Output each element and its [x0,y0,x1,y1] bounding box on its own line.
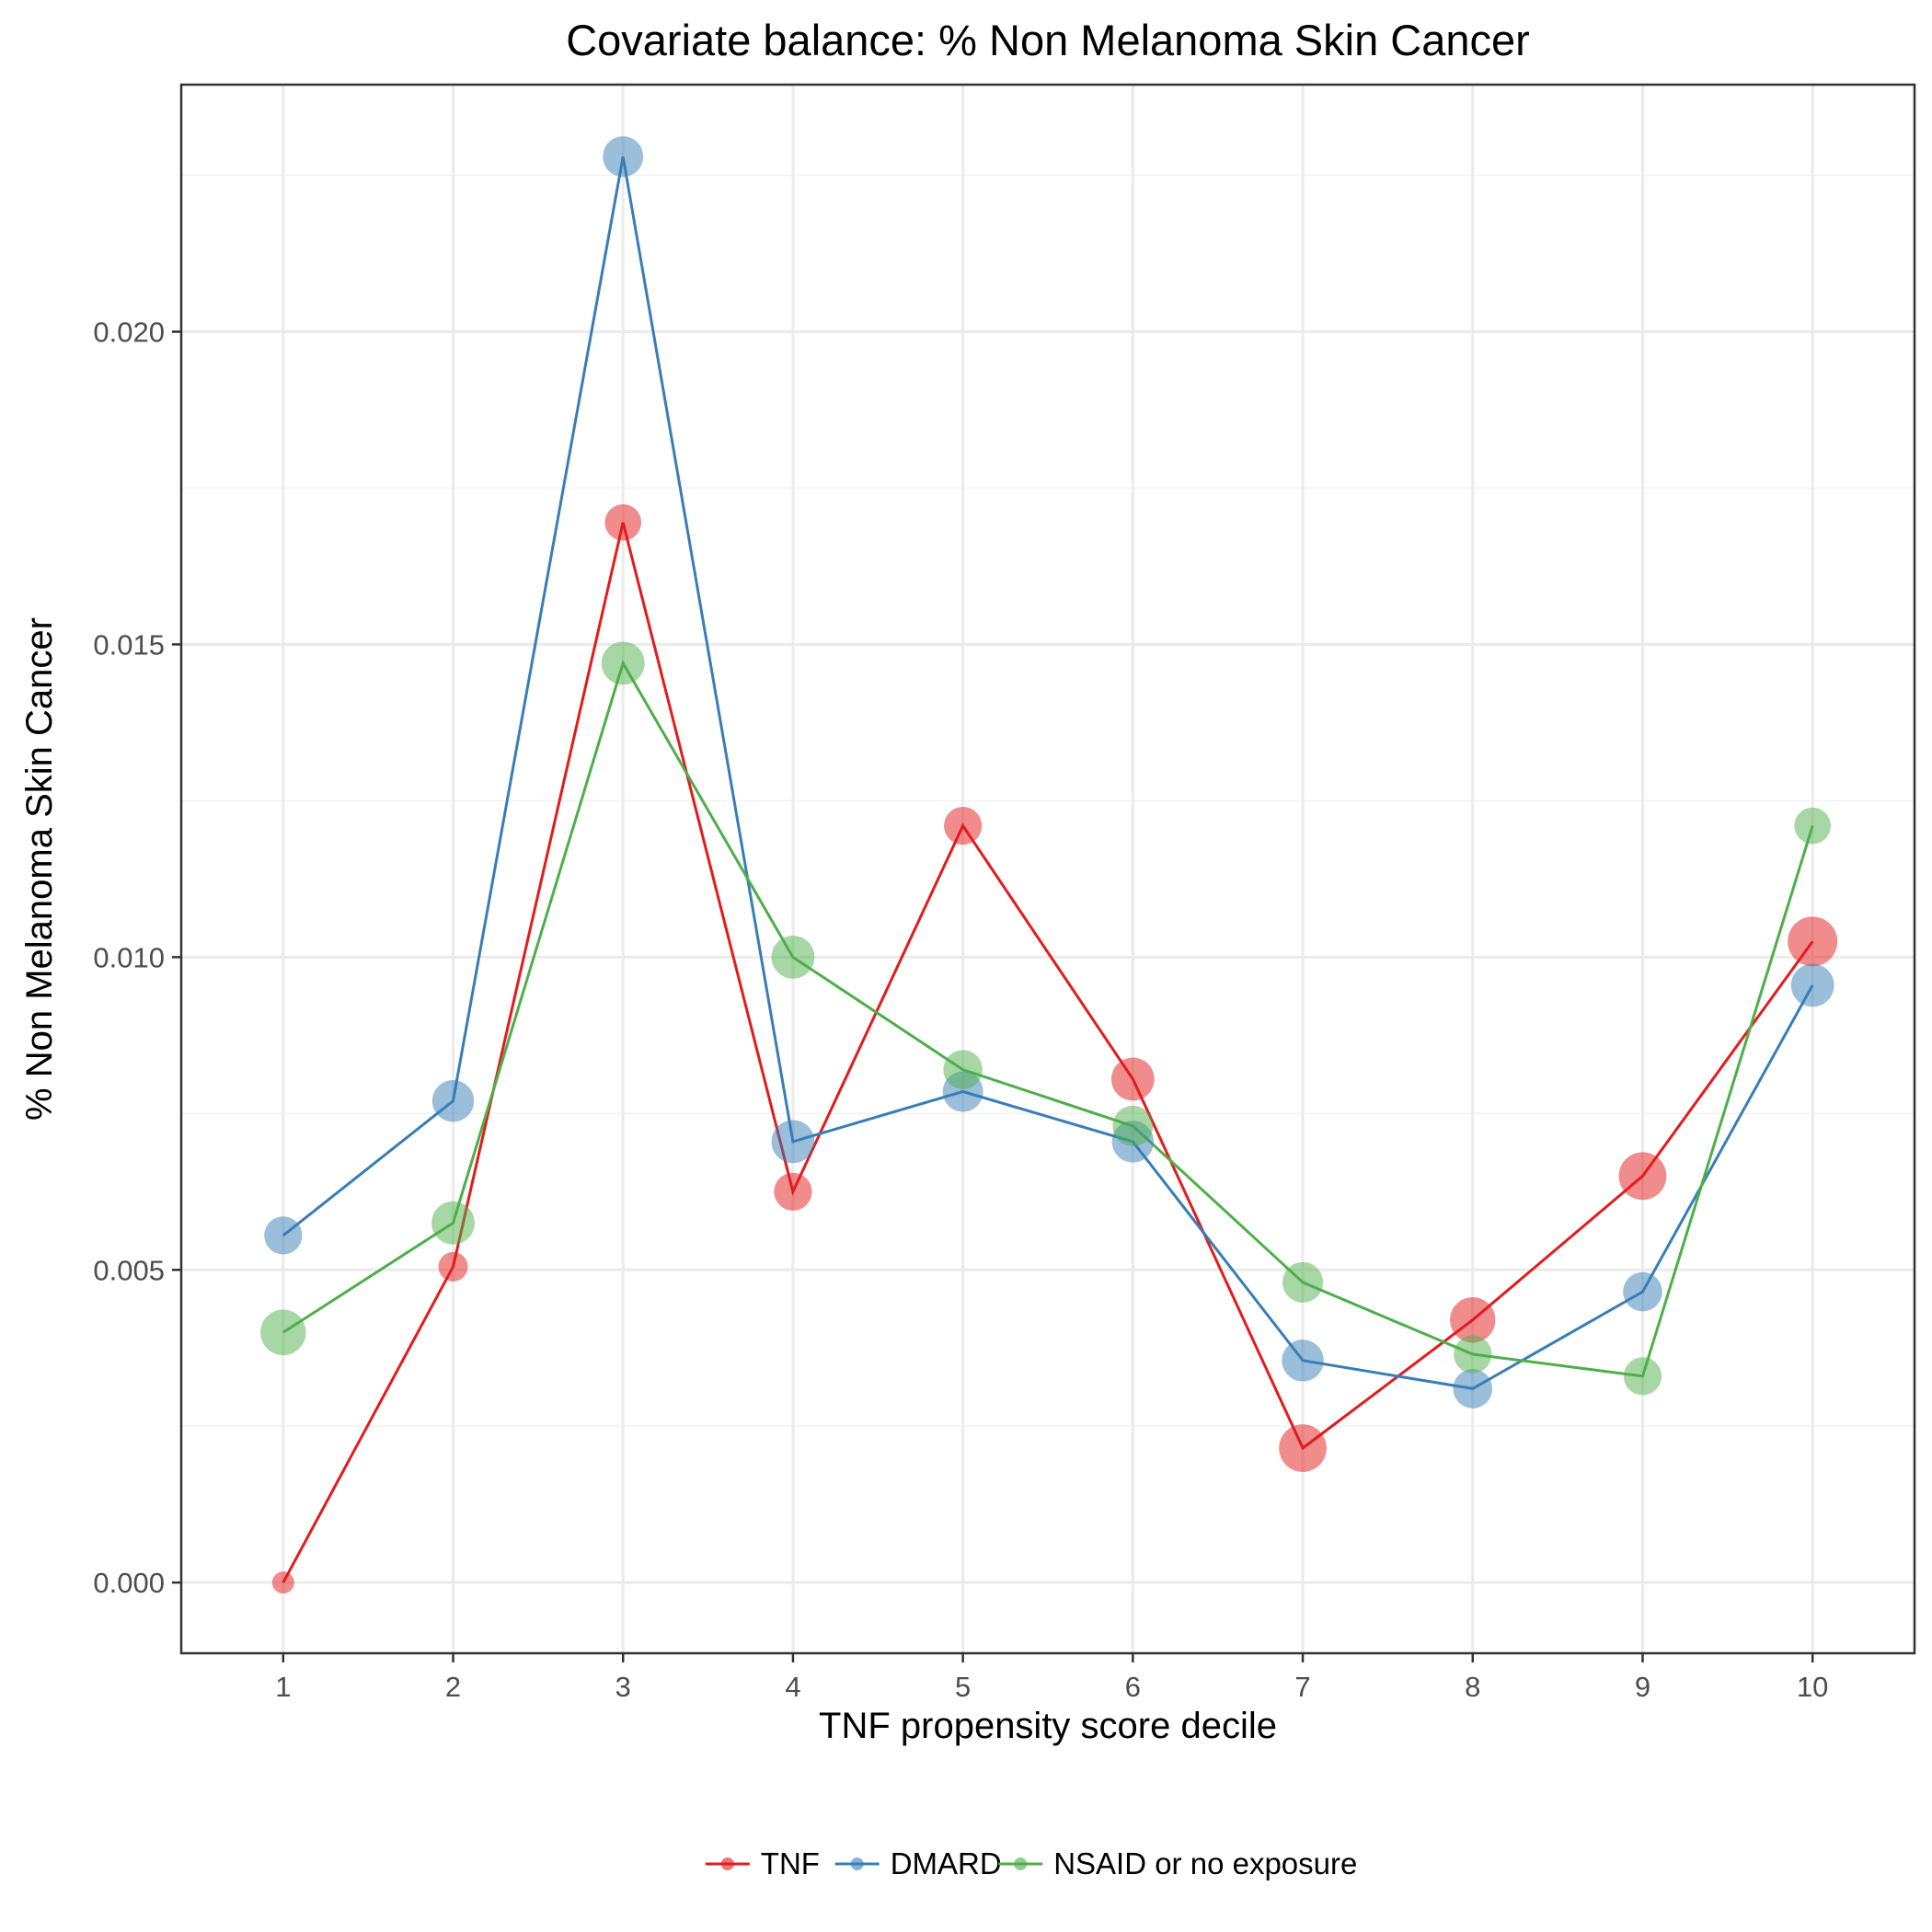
x-tick-label: 8 [1465,1671,1480,1703]
x-axis: 1 2 3 4 5 6 7 8 9 10 [275,1653,1828,1703]
legend: TNF DMARD NSAID or no exposure [705,1846,1357,1880]
legend-label: NSAID or no exposure [1053,1846,1357,1880]
data-point [431,1080,475,1122]
legend-item: DMARD [834,1846,1002,1880]
data-point [1623,1271,1662,1312]
y-tick-label: 0.015 [93,628,165,661]
y-tick-label: 0.005 [93,1254,165,1286]
legend-label: TNF [761,1846,820,1880]
legend-key-point [850,1857,864,1870]
data-point [603,136,644,178]
data-point [1282,1261,1324,1303]
plot-panel [179,83,1916,1655]
data-point [1788,916,1838,967]
x-tick-label: 9 [1635,1671,1650,1703]
x-tick-label: 5 [955,1671,971,1703]
legend-item: TNF [705,1846,820,1880]
data-point [260,1309,306,1355]
y-axis: 0.000 0.005 0.010 0.015 0.020 [93,316,181,1599]
x-tick-label: 4 [785,1671,800,1703]
data-point [771,1120,815,1164]
x-tick-label: 7 [1294,1671,1310,1703]
data-point [264,1216,303,1255]
y-axis-title: % Non Melanoma Skin Cancer [19,617,60,1121]
x-axis-title: TNF propensity score decile [819,1706,1277,1746]
data-point [1282,1340,1324,1382]
legend-key-point [720,1857,734,1870]
data-point [271,1571,294,1594]
data-point [1112,1105,1154,1146]
series-line-2 [282,155,1814,1390]
data-point [438,1251,468,1282]
series-line-3 [282,660,1814,1378]
legend-key-point [1014,1857,1028,1870]
data-point [1790,963,1834,1007]
data-point [774,1172,812,1211]
data-point [1454,1335,1492,1374]
data-point [601,641,645,685]
data-point [1623,1357,1662,1396]
data-point [431,1201,475,1245]
legend-item: NSAID or no exposure [998,1846,1357,1880]
data-point [1450,1296,1496,1343]
chart-title: Covariate balance: % Non Melanoma Skin C… [566,16,1530,64]
data-point [1110,1057,1155,1101]
data-point [1279,1424,1327,1472]
x-tick-label: 2 [445,1671,461,1703]
data-point [943,1050,983,1090]
legend-label: DMARD [891,1846,1002,1880]
x-tick-label: 10 [1797,1671,1828,1703]
y-tick-label: 0.020 [93,316,165,349]
y-tick-label: 0.000 [93,1567,165,1599]
y-tick-label: 0.010 [93,941,165,973]
series-line-1 [282,522,1814,1583]
data-point [771,935,815,979]
x-tick-label: 6 [1125,1671,1141,1703]
series-lines [282,155,1814,1583]
data-point [1618,1152,1667,1201]
x-tick-label: 1 [275,1671,291,1703]
data-point [604,504,642,541]
data-point [1794,807,1831,845]
x-tick-label: 3 [615,1671,631,1703]
data-point [944,806,983,845]
series-points [260,136,1838,1594]
data-point [1453,1369,1493,1409]
grid [181,85,1915,1653]
